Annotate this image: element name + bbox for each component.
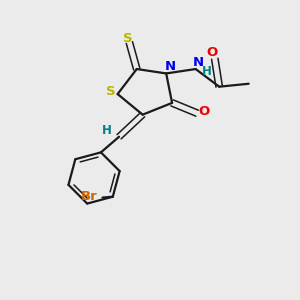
Text: H: H <box>102 124 112 137</box>
Text: O: O <box>199 105 210 118</box>
Text: S: S <box>123 32 133 46</box>
Text: N: N <box>193 56 204 69</box>
Text: O: O <box>206 46 218 59</box>
Text: Br: Br <box>80 190 97 203</box>
Text: N: N <box>165 61 176 74</box>
Text: H: H <box>202 65 212 78</box>
Text: S: S <box>106 85 116 98</box>
